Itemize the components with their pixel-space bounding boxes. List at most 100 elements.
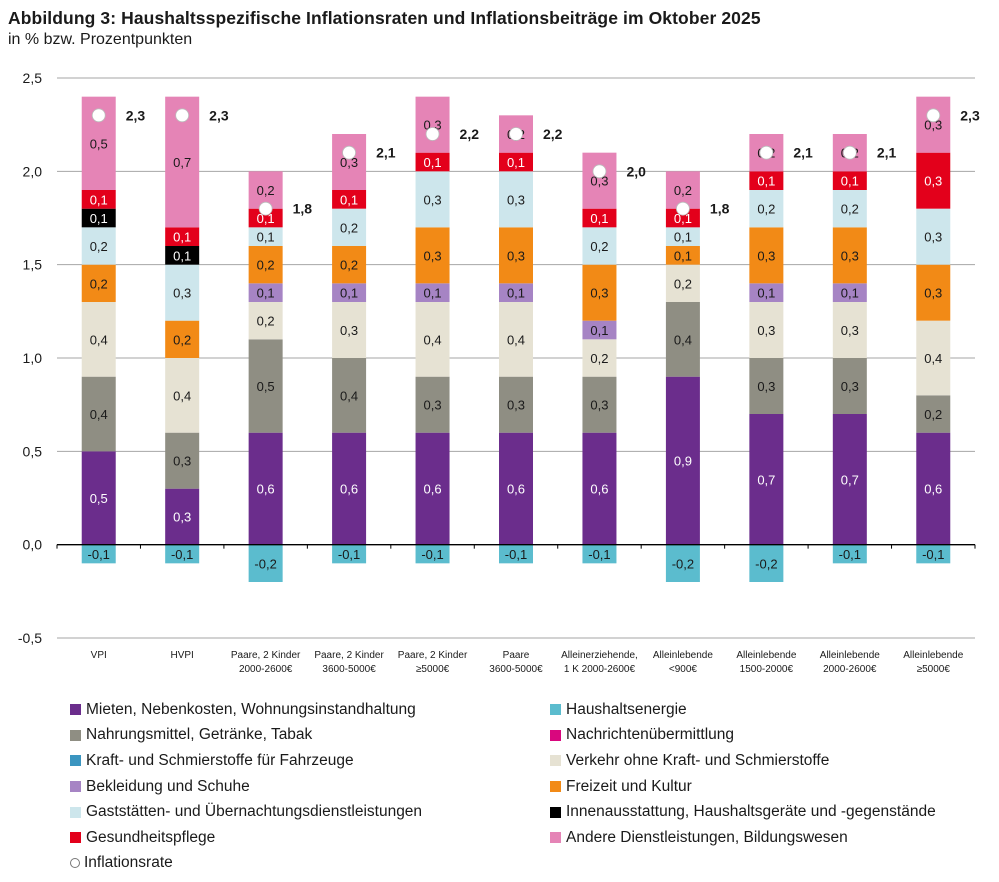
x-axis [56,544,976,549]
inflation-rate-marker [258,201,273,216]
bar-segment-label: -0,1 [588,547,610,562]
inflation-rate-marker [425,127,440,141]
bar-segment-bekleidung [415,283,450,302]
bar-segment-freizeit [332,246,367,284]
chart-subtitle: in % bzw. Prozentpunkten [8,31,193,48]
bar-segment-label: 0,1 [757,286,775,301]
inflation-rate-marker [842,145,857,160]
bar-segment-label: -0,1 [171,547,193,562]
bar-segment-gesundheit [248,208,283,228]
x-tick-label-line: 1500-2000€ [740,664,794,675]
y-tick-label: 1,5 [23,257,43,273]
bar-segment-nahrung [332,358,367,433]
bar-segment-verkehr [81,302,116,377]
bar-segment-gaststaetten [582,227,617,265]
legend-item: Verkehr ohne Kraft- und Schmierstoffe [550,748,936,774]
legend-swatch-icon [550,729,561,741]
bar-segment-freizeit [832,227,867,284]
x-tick-label-line: Alleinerziehende, [561,650,638,661]
bar-segment-label: -0,1 [88,547,110,562]
legend-label: Gesundheitspflege [86,828,216,846]
bar-segment-label: 0,2 [257,183,275,198]
bar-segment-haushaltsenergie [81,544,116,564]
bar-segment-nahrung [916,395,951,433]
chart-title: Abbildung 3: Haushaltsspezifische Inflat… [8,8,761,28]
bar-segment-nahrung [248,339,283,433]
bar-segment-gaststaetten [749,190,784,228]
bar-segment-label: 0,3 [841,248,859,263]
y-tick-label: 2,5 [23,70,43,86]
bar-segment-label: 0,3 [424,248,442,263]
y-tick-label: 0,5 [23,443,43,459]
bar-segment-label: 0,1 [674,230,692,245]
x-axis-labels: VPI HVPI Paare, 2 Kinder 2000-2600€Paare, 2… [91,650,964,675]
bar-segment-mieten [81,451,116,545]
inflation-rate-marker [592,164,607,179]
x-tick-label-line: ≥5000€ [917,664,951,675]
legend-swatch-icon [70,704,81,716]
bar-segment-verkehr [665,264,700,302]
bar-segment-label: 0,3 [924,230,942,245]
bar-segment-label: 0,3 [757,379,775,394]
bar-segment-freizeit [81,264,116,302]
bar-segment-label: 0,2 [924,407,942,422]
legend-item: Mieten, Nebenkosten, Wohnungsinstandhalt… [70,697,422,723]
bar-segment-andere [582,152,617,209]
x-tick-label: Paare, 2 Kinder 3600-5000€ [314,650,384,675]
bar-segment-label: 0,3 [924,286,942,301]
bar-segment-gaststaetten [665,227,700,246]
legend-swatch-icon [550,806,561,818]
bar-segment-mieten [832,414,867,545]
bar-segment-bekleidung [832,283,867,302]
bar-segment-label: 0,7 [173,155,191,170]
bar-segment-gaststaetten [165,264,200,321]
bar-segment-label: 0,6 [424,482,442,497]
x-tick-label: Alleinlebende ≥5000€ [903,650,963,675]
bar-segment-gesundheit [499,152,533,172]
bar-segment-mieten [248,432,283,545]
y-axis-ticks: -0,5 0,0 0,5 1,0 1,5 2,0 2,5 [18,70,42,646]
bar-segment-label: 0,2 [257,314,275,329]
bar-segment-label: 0,4 [424,332,442,347]
inflation-rate-label: 2,0 [626,163,646,179]
y-tick-label: 1,0 [23,350,43,366]
legend-label: Innenausstattung, Haushaltsgeräte und -g… [566,803,936,821]
legend-label: Mieten, Nebenkosten, Wohnungsinstandhalt… [86,700,416,718]
bar-segment-label: 0,2 [757,202,775,217]
bar-segment-label: 0,4 [90,332,108,347]
inflation-rate-marker [91,108,106,123]
bar-segment-bekleidung [248,283,283,302]
x-tick-label: Paare, 2 Kinder ≥5000€ [398,650,468,675]
bar-segment-label: 0,3 [340,155,358,170]
bar-segment-mieten [582,432,617,545]
bar-segment-label: 0,3 [590,398,608,413]
stacked-bar-chart: -0,50,00,51,01,52,02,5 0,50,40,40,20,20,… [18,70,980,675]
bar-segment-gaststaetten [332,208,367,246]
legend-swatch-icon [70,832,81,844]
bar-segment-mieten [415,432,450,545]
bar-segment-label: 0,1 [424,155,442,170]
bar-segment-gesundheit [415,152,450,172]
x-tick-label-line: Alleinlebende [820,650,880,661]
bar-segment-nahrung [749,358,784,414]
x-tick-label-line: Alleinlebende [903,650,963,661]
legend-swatch-icon [70,781,81,793]
bar-segment-label: 0,2 [90,239,108,254]
bar-segment-label: 0,6 [507,482,525,497]
bar-segment-bekleidung [332,283,367,302]
bar-segment-label: -0,2 [672,556,694,571]
x-tick-label: Alleinlebende 2000-2600€ [820,650,880,675]
bar-segment-label: 0,4 [340,388,358,403]
bar-segment-label: -0,1 [505,547,527,562]
inflation-rate-label: 2,3 [126,107,146,123]
legend-circle-icon [70,858,80,869]
inflation-rate-marker [509,127,523,141]
bar-segment-label: 0,1 [173,230,191,245]
bar-segment-haushaltsenergie [332,544,367,564]
inflation-rate-label: 2,1 [877,145,897,161]
legend-item: Haushaltsenergie [550,697,936,723]
bar-segment-gaststaetten [832,190,867,228]
legend-item: Bekleidung und Schuhe [70,774,422,800]
bar-segment-haushaltsenergie [916,544,951,564]
bar-segment-label: 0,6 [924,482,942,497]
